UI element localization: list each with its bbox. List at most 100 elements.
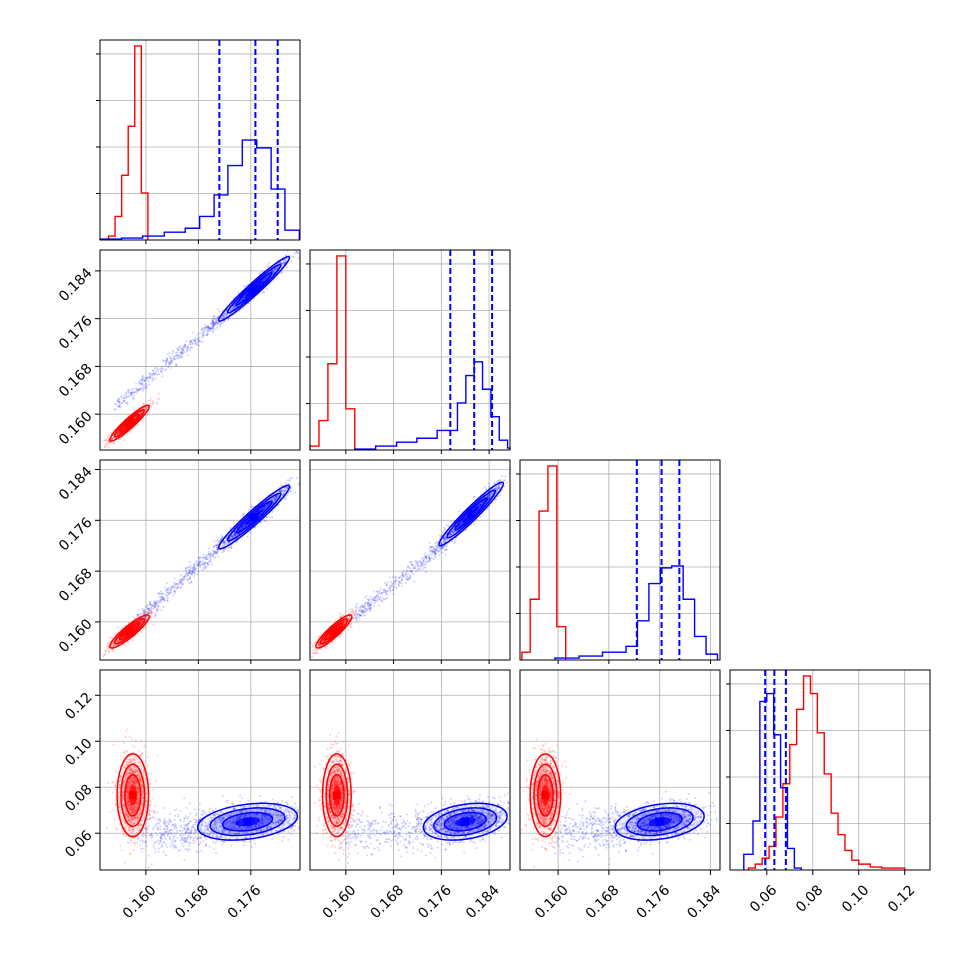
sample-point [212, 323, 215, 326]
sample-point [241, 526, 244, 529]
sample-point [167, 365, 170, 368]
sample-point [332, 641, 335, 644]
sample-point [365, 595, 368, 598]
sample-point [219, 325, 222, 328]
sample-point [227, 546, 230, 549]
grid [520, 460, 720, 660]
panel-frame [99, 39, 301, 241]
sample-point [230, 535, 233, 538]
sample-point [148, 611, 151, 614]
sample-point [220, 537, 223, 540]
scatter-layer [102, 465, 313, 658]
sample-point [188, 568, 191, 571]
sample-point [184, 346, 187, 349]
sample-point [212, 321, 215, 324]
histogram-blue-series [554, 565, 719, 660]
sample-point [197, 563, 200, 566]
sample-point [211, 324, 214, 327]
sample-point [295, 250, 298, 253]
sample-point [130, 391, 133, 394]
sample-point [151, 379, 154, 382]
sample-point [136, 388, 139, 391]
sample-point [213, 315, 216, 318]
sample-point [191, 573, 194, 576]
sample-point [123, 397, 126, 400]
sample-point [174, 363, 177, 366]
sample-point [219, 538, 222, 541]
sample-point [344, 610, 347, 613]
sample-point [219, 323, 222, 326]
sample-point [166, 597, 169, 600]
sample-point [126, 402, 129, 405]
sample-point [149, 603, 152, 606]
sample-point [107, 643, 110, 646]
sample-point [278, 491, 281, 494]
sample-point [118, 432, 121, 435]
sample-point [183, 575, 186, 578]
sample-point [192, 331, 195, 334]
sample-point [117, 397, 120, 400]
sample-point [117, 399, 120, 402]
sample-point [242, 285, 245, 288]
sample-point [174, 355, 177, 358]
sample-point [311, 465, 313, 467]
sample-point [186, 566, 189, 569]
sample-point [154, 603, 157, 606]
sample-point [265, 505, 268, 508]
histogram-p2 [306, 249, 511, 451]
sample-point [287, 485, 290, 488]
sample-point [280, 263, 283, 266]
sample-point [279, 261, 282, 264]
sample-point [107, 440, 110, 443]
sample-point [232, 305, 235, 308]
sample-point [250, 506, 253, 509]
sample-point [139, 620, 142, 623]
sample-point [347, 611, 350, 614]
sample-point [404, 581, 407, 584]
sample-point [210, 328, 213, 331]
sample-point [201, 336, 204, 339]
sample-point [274, 267, 277, 270]
sample-point [159, 600, 162, 603]
sample-point [141, 410, 144, 413]
sample-point [170, 588, 173, 591]
sample-point [214, 328, 217, 331]
sample-point [263, 506, 266, 509]
sample-point [220, 321, 223, 324]
sample-point [271, 516, 274, 519]
sample-point [108, 651, 111, 654]
sample-point [134, 625, 137, 628]
sample-point [185, 349, 188, 352]
sample-point [259, 272, 262, 275]
sample-point [156, 608, 159, 611]
sample-point [312, 652, 315, 655]
sample-point [207, 553, 210, 556]
sample-point [220, 538, 223, 541]
sample-point [266, 516, 269, 519]
sample-point [261, 507, 264, 510]
sample-point [139, 620, 142, 623]
sample-point [185, 571, 188, 574]
sample-point [202, 562, 205, 565]
sample-point [209, 329, 212, 332]
sample-point [117, 432, 120, 435]
sample-point [107, 434, 110, 437]
sample-point [195, 342, 198, 345]
sample-point [225, 313, 228, 316]
sample-point [139, 383, 142, 386]
sample-point [223, 312, 226, 315]
sample-point [135, 625, 138, 628]
sample-point [149, 612, 152, 615]
sample-point [122, 396, 125, 399]
sample-point [282, 488, 285, 491]
sample-point [239, 300, 242, 303]
sample-point [173, 358, 176, 361]
sample-point [160, 596, 163, 599]
sample-point [140, 621, 143, 624]
sample-point [209, 555, 212, 558]
sample-point [155, 401, 158, 404]
sample-point [198, 564, 201, 567]
sample-point [214, 551, 217, 554]
sample-point [202, 563, 205, 566]
sample-point [204, 566, 207, 569]
